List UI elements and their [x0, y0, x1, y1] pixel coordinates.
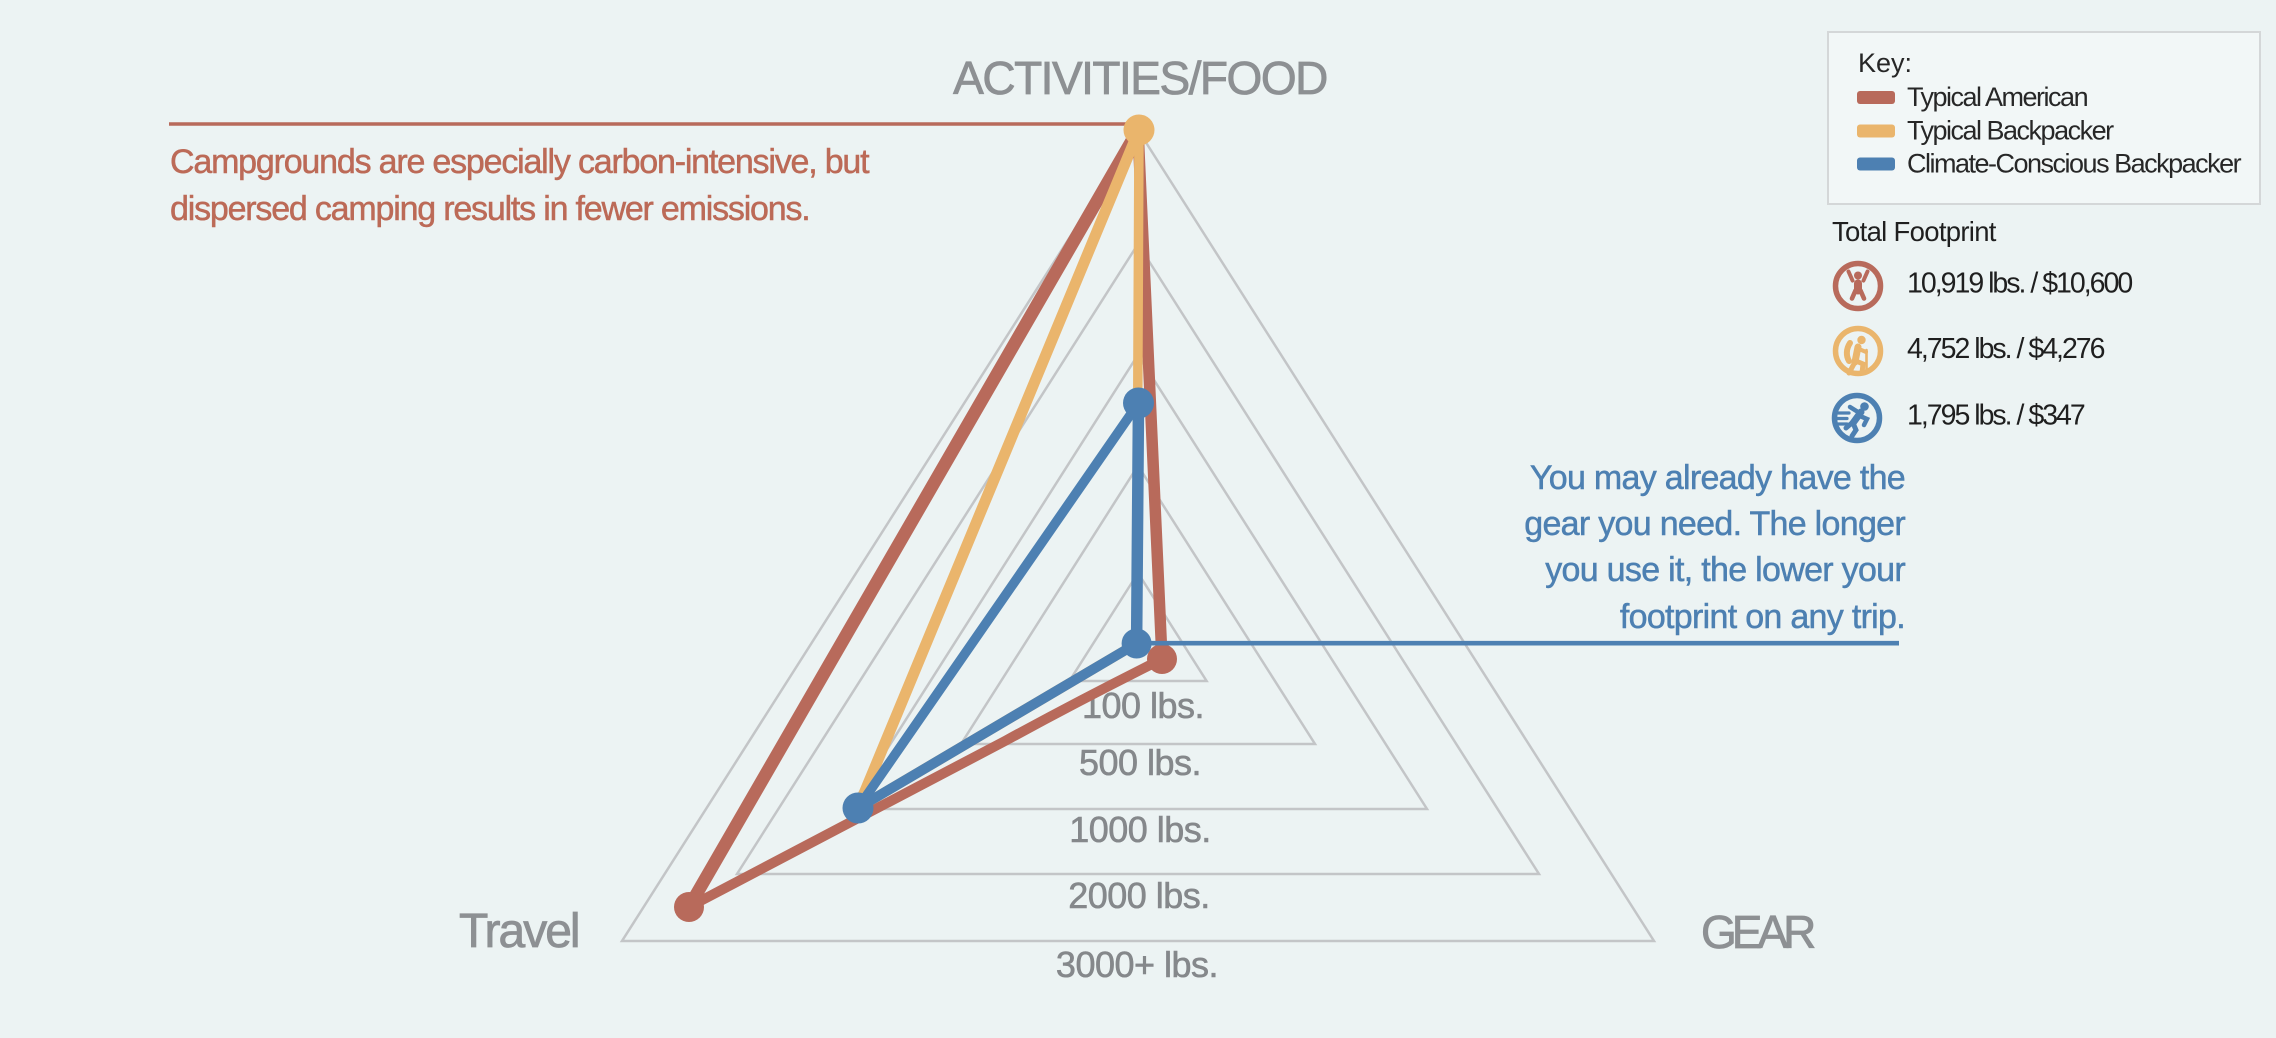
- svg-text:10,919 lbs. / $10,600: 10,919 lbs. / $10,600: [1907, 268, 2132, 300]
- svg-text:ACTIVITIES/FOOD: ACTIVITIES/FOOD: [953, 52, 1327, 104]
- svg-text:GEAR: GEAR: [1701, 906, 1815, 958]
- svg-text:Campgrounds are especially car: Campgrounds are especially carbon-intens…: [170, 143, 870, 181]
- svg-text:dispersed camping results in f: dispersed camping results in fewer emiss…: [170, 190, 810, 228]
- svg-text:Total Footprint: Total Footprint: [1832, 216, 1997, 247]
- svg-text:You may already have the: You may already have the: [1530, 459, 1905, 497]
- svg-text:footprint on any trip.: footprint on any trip.: [1620, 598, 1905, 636]
- svg-text:3000+ lbs.: 3000+ lbs.: [1056, 944, 1218, 985]
- svg-text:Typical American: Typical American: [1907, 82, 2088, 112]
- svg-text:gear you need. The longer: gear you need. The longer: [1524, 505, 1905, 543]
- svg-text:4,752 lbs. / $4,276: 4,752 lbs. / $4,276: [1907, 333, 2105, 365]
- svg-text:500 lbs.: 500 lbs.: [1079, 742, 1201, 783]
- svg-text:Key:: Key:: [1858, 48, 1912, 78]
- svg-text:Travel: Travel: [459, 905, 579, 958]
- svg-text:Typical Backpacker: Typical Backpacker: [1907, 116, 2114, 146]
- svg-text:1,795 lbs. / $347: 1,795 lbs. / $347: [1907, 400, 2085, 432]
- svg-text:Climate-Conscious Backpacker: Climate-Conscious Backpacker: [1907, 149, 2242, 179]
- svg-text:you use it, the lower your: you use it, the lower your: [1545, 551, 1905, 589]
- svg-text:2000 lbs.: 2000 lbs.: [1068, 875, 1210, 916]
- svg-text:1000 lbs.: 1000 lbs.: [1069, 809, 1211, 850]
